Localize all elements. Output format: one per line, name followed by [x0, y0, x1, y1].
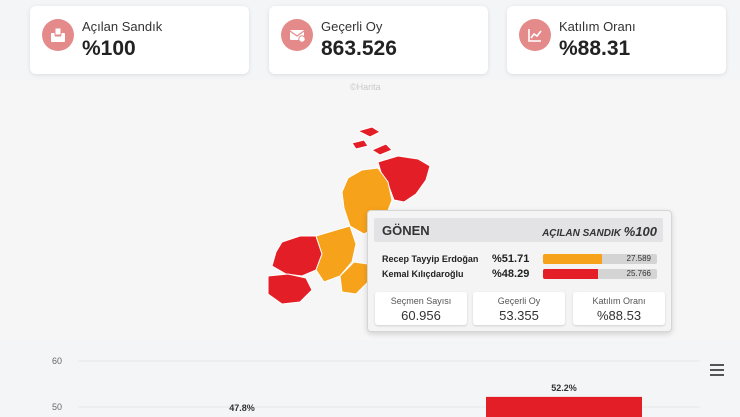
- stat-value: %88.31: [559, 37, 631, 60]
- district-island-2[interactable]: [351, 139, 369, 150]
- ballot-box-icon: [42, 19, 74, 51]
- box-value: 60.956: [401, 308, 441, 323]
- district-island-1[interactable]: [356, 126, 382, 138]
- box-value: %88.53: [596, 308, 642, 323]
- box-label: Katılım Oranı: [592, 296, 646, 306]
- envelope-check-icon: [281, 19, 313, 51]
- chart-y-tick-label: 60: [52, 356, 62, 366]
- tooltip-box-valid-votes: Geçerli Oy 53.355: [473, 292, 565, 325]
- candidate-bar: 25.766: [543, 269, 657, 279]
- district-southwest[interactable]: [315, 225, 357, 283]
- candidate-bar-fill: [543, 254, 602, 264]
- candidate-votes: 27.589: [626, 254, 651, 263]
- tooltip-box-turnout: Katılım Oranı %88.53: [573, 292, 665, 325]
- chart-data-label: 52.2%: [551, 383, 577, 393]
- district-west[interactable]: [271, 235, 323, 277]
- district-south[interactable]: [267, 273, 313, 305]
- candidate-percent: %51.71: [492, 253, 530, 265]
- chart-bar[interactable]: [486, 396, 642, 417]
- hamburger-menu-icon[interactable]: [710, 364, 724, 376]
- candidate-percent: %48.29: [492, 268, 530, 280]
- map-credit: ©Harita: [350, 82, 381, 92]
- tooltip-opened-label: AÇILAN SANDIK: [542, 228, 621, 239]
- district-tooltip: GÖNEN AÇILAN SANDIK %100 Recep Tayyip Er…: [367, 210, 672, 332]
- candidate-name: Recep Tayyip Erdoğan: [382, 254, 479, 264]
- stat-card-katilim-orani: Katılım Oranı %88.31: [507, 6, 726, 74]
- candidate-bar-fill: [543, 269, 599, 279]
- trend-chart-icon: [519, 19, 551, 51]
- box-label: Geçerli Oy: [497, 296, 541, 306]
- results-bar-chart: 60 50 47.8% 52.2%: [52, 356, 700, 417]
- stat-card-gecerli-oy: Geçerli Oy 863.526: [269, 6, 488, 74]
- stat-label: Açılan Sandık: [82, 19, 163, 34]
- candidate-name: Kemal Kılıçdaroğlu: [382, 269, 464, 279]
- chart-y-tick-label: 50: [52, 402, 62, 412]
- candidate-votes: 25.766: [626, 269, 651, 278]
- tooltip-district-name: GÖNEN: [382, 223, 430, 238]
- stat-label: Katılım Oranı: [559, 19, 636, 34]
- district-island-3[interactable]: [370, 143, 393, 156]
- candidate-bar: 27.589: [543, 254, 657, 264]
- chart-data-label: 47.8%: [229, 403, 255, 413]
- tooltip-header: GÖNEN AÇILAN SANDIK %100: [374, 218, 663, 242]
- stat-value: %100: [82, 37, 136, 60]
- stat-card-acilan-sandik: Açılan Sandık %100: [30, 6, 249, 74]
- stat-label: Geçerli Oy: [321, 19, 383, 34]
- tooltip-opened-value: %100: [623, 224, 657, 239]
- tooltip-box-voters: Seçmen Sayısı 60.956: [375, 292, 467, 325]
- box-label: Seçmen Sayısı: [390, 296, 452, 306]
- stat-value: 863.526: [321, 37, 397, 60]
- tooltip-opened-ballots: AÇILAN SANDIK %100: [542, 224, 657, 239]
- box-value: 53.355: [499, 308, 539, 323]
